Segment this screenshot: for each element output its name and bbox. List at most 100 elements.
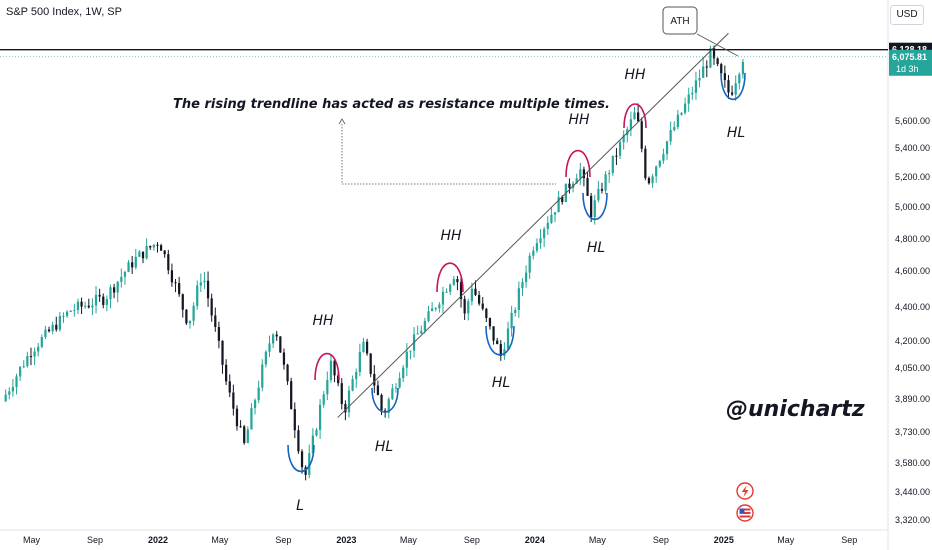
time-tick-label: May [777, 535, 795, 545]
candle-body [333, 360, 336, 376]
candle-body [394, 387, 398, 389]
candle [228, 374, 231, 398]
swing-label: HH [624, 67, 646, 83]
swing-label: HL [492, 375, 510, 391]
candle [26, 351, 29, 368]
candle-body [449, 284, 452, 292]
candle-body [550, 214, 553, 223]
candle [243, 424, 246, 445]
candle-body [492, 326, 495, 341]
candle [369, 353, 372, 378]
resistance-note: The rising trendline has acted as resist… [173, 97, 610, 112]
candle-body [687, 94, 690, 104]
lightning-icon[interactable] [736, 482, 754, 500]
time-axis[interactable]: May Sep 2022 May Sep 2023 May Sep 2024 May Sep 2025… [23, 535, 857, 545]
candle-body [730, 92, 734, 95]
candle [387, 397, 390, 419]
candle [449, 283, 452, 295]
currency-selector[interactable]: USD [890, 5, 924, 25]
candle [19, 366, 22, 382]
candle-body [290, 381, 293, 410]
candle [47, 326, 51, 333]
candle-body [109, 287, 112, 300]
candle [91, 298, 94, 316]
candle [662, 148, 665, 164]
candle-body [640, 121, 643, 149]
candle [333, 359, 336, 383]
candle [286, 363, 289, 385]
candle-body [44, 329, 47, 338]
candle-body [651, 176, 654, 184]
candle [149, 245, 152, 251]
candle [658, 160, 661, 168]
candle [738, 72, 741, 90]
candle-body [217, 327, 221, 341]
candle-body [65, 311, 69, 316]
candle-body [131, 262, 134, 268]
hl-arc [485, 325, 515, 356]
candle [131, 256, 134, 274]
candle [264, 350, 268, 368]
candle-body [387, 399, 390, 413]
candle [474, 280, 477, 297]
candle [651, 173, 654, 188]
candle-body [427, 311, 430, 321]
candle [282, 348, 286, 370]
candle-body [156, 244, 159, 246]
time-tick-label: 2022 [148, 535, 168, 545]
candle-body [26, 356, 29, 367]
candle [586, 171, 589, 196]
candle [712, 45, 716, 65]
candle-body [676, 114, 679, 128]
candle-body [521, 282, 524, 289]
hl-arc [582, 192, 608, 221]
us-flag-icon[interactable] [736, 504, 754, 522]
candle [318, 399, 322, 440]
candle [304, 465, 307, 481]
candle-body [604, 174, 607, 191]
price-tick-label: 4,050.00 [895, 363, 930, 373]
ath-callout-pointer [696, 33, 739, 57]
candle [402, 364, 405, 383]
time-tick-label: Sep [841, 535, 857, 545]
author-watermark: @unichartz [726, 397, 865, 422]
hh-arc [565, 149, 591, 178]
candle [452, 275, 455, 286]
candle-body [506, 328, 510, 350]
candle-body [445, 291, 448, 293]
candle-body [712, 48, 716, 59]
candle-body [485, 308, 488, 319]
candle-body [239, 426, 242, 428]
candle [420, 325, 423, 335]
candle-body [203, 280, 206, 283]
candle-body [734, 83, 737, 95]
price-axis[interactable]: 3,320.00 3,440.00 3,580.00 3,730.00 3,890.00… [889, 42, 932, 525]
candle [445, 288, 448, 293]
hh-arc [314, 352, 340, 381]
candle-body [438, 304, 441, 309]
candle-body [474, 288, 477, 296]
candle [524, 265, 528, 288]
chart-annotations: HH HH HH HH HL HL HL HL L The rising trendline ha… [0, 6, 888, 514]
candle-body [206, 280, 210, 299]
candle [434, 307, 437, 312]
candle-body [80, 301, 83, 307]
candle [376, 380, 380, 396]
candle [597, 180, 600, 203]
candle [394, 383, 398, 393]
candle [600, 182, 604, 194]
price-tick-label: 3,580.00 [895, 458, 930, 468]
candle [676, 109, 679, 130]
candle [431, 301, 434, 312]
candle-body [91, 305, 94, 308]
candle-body [618, 142, 622, 156]
candle-body [532, 250, 535, 256]
candle-body [181, 294, 184, 310]
candle-body [683, 103, 687, 113]
candle-body [199, 282, 202, 286]
candle [734, 75, 737, 101]
candle-body [340, 383, 343, 405]
candle [94, 286, 98, 314]
candle [680, 112, 683, 116]
